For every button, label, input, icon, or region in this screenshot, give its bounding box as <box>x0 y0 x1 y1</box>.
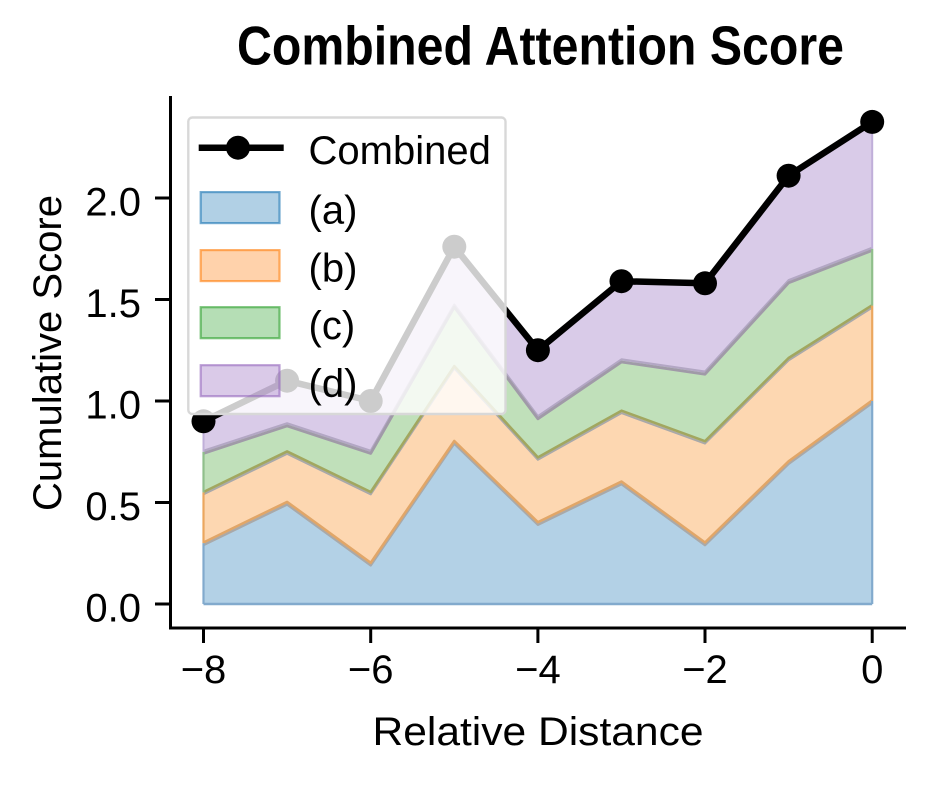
svg-text:(c): (c) <box>309 304 356 348</box>
svg-text:−4: −4 <box>515 648 561 692</box>
svg-text:0.0: 0.0 <box>85 587 141 631</box>
svg-text:−8: −8 <box>181 648 227 692</box>
svg-text:Cumulative Score: Cumulative Score <box>26 195 70 511</box>
svg-text:1.5: 1.5 <box>85 282 141 326</box>
svg-text:(d): (d) <box>309 362 358 406</box>
svg-text:1.0: 1.0 <box>85 384 141 428</box>
svg-text:0: 0 <box>861 648 883 692</box>
svg-text:−2: −2 <box>682 648 728 692</box>
svg-text:Combined: Combined <box>309 129 491 173</box>
svg-text:−6: −6 <box>348 648 394 692</box>
svg-text:Combined Attention Score: Combined Attention Score <box>237 15 844 77</box>
svg-text:0.5: 0.5 <box>85 485 141 529</box>
svg-text:Relative Distance: Relative Distance <box>373 710 704 754</box>
svg-text:(a): (a) <box>309 189 358 233</box>
svg-text:2.0: 2.0 <box>85 181 141 225</box>
svg-text:(b): (b) <box>309 247 358 291</box>
